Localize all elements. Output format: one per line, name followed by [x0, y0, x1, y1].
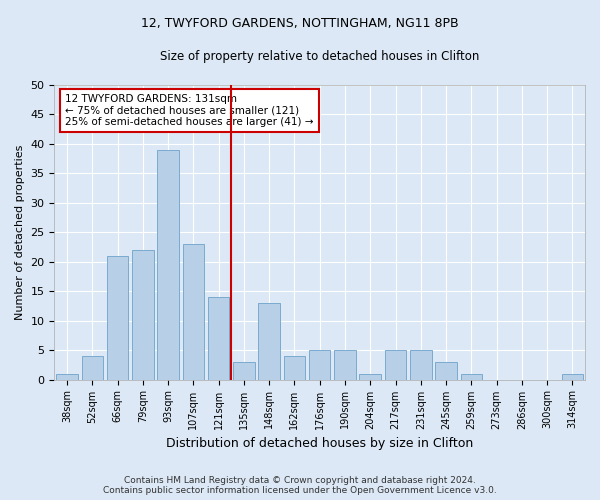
Bar — [56, 374, 78, 380]
Bar — [284, 356, 305, 380]
Bar — [233, 362, 254, 380]
Y-axis label: Number of detached properties: Number of detached properties — [15, 144, 25, 320]
Text: Contains HM Land Registry data © Crown copyright and database right 2024.
Contai: Contains HM Land Registry data © Crown c… — [103, 476, 497, 495]
Bar — [259, 303, 280, 380]
Bar — [334, 350, 356, 380]
Bar — [132, 250, 154, 380]
Bar — [562, 374, 583, 380]
Bar — [461, 374, 482, 380]
Bar — [359, 374, 381, 380]
Bar — [385, 350, 406, 380]
Bar — [208, 297, 229, 380]
Bar — [435, 362, 457, 380]
Bar — [182, 244, 204, 380]
Bar — [157, 150, 179, 380]
Title: Size of property relative to detached houses in Clifton: Size of property relative to detached ho… — [160, 50, 479, 63]
Bar — [82, 356, 103, 380]
Text: 12, TWYFORD GARDENS, NOTTINGHAM, NG11 8PB: 12, TWYFORD GARDENS, NOTTINGHAM, NG11 8P… — [141, 18, 459, 30]
Bar — [107, 256, 128, 380]
X-axis label: Distribution of detached houses by size in Clifton: Distribution of detached houses by size … — [166, 437, 473, 450]
Bar — [410, 350, 431, 380]
Bar — [309, 350, 331, 380]
Text: 12 TWYFORD GARDENS: 131sqm
← 75% of detached houses are smaller (121)
25% of sem: 12 TWYFORD GARDENS: 131sqm ← 75% of deta… — [65, 94, 314, 127]
